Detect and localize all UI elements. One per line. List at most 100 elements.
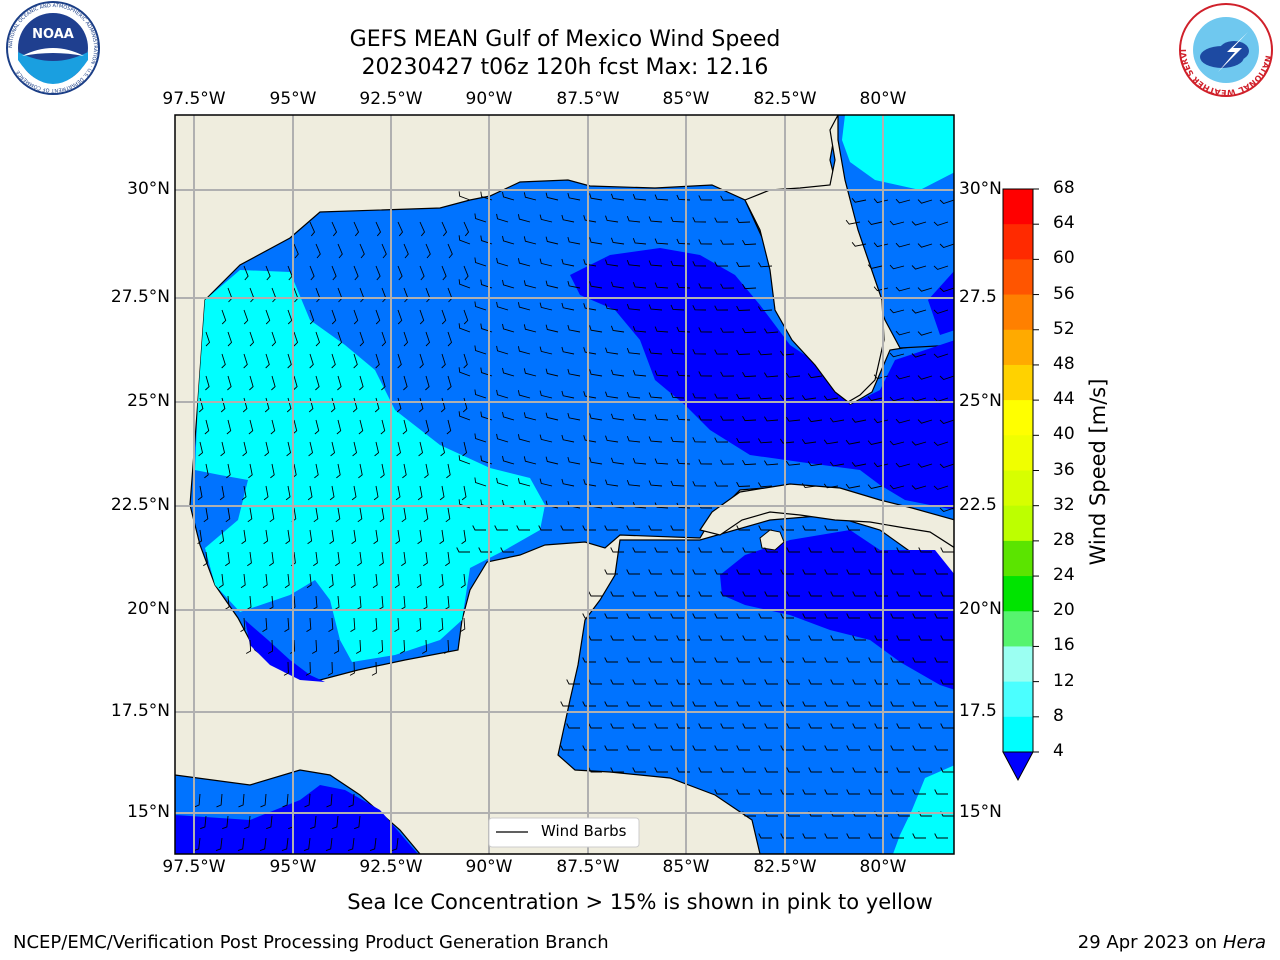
wind-barb <box>692 569 706 575</box>
wind-barb <box>588 723 602 729</box>
wind-barb <box>830 723 844 729</box>
wind-barb <box>632 635 646 641</box>
chart-title: GEFS MEAN Gulf of Mexico Wind Speed <box>349 27 781 52</box>
nws-logo: NATIONAL WEATHER SERVICE <box>1169 0 1280 100</box>
noaa-logo: NOAA NATIONAL OCEANIC AND ATMOSPHERIC AD… <box>0 0 110 105</box>
wind-barb <box>283 661 289 676</box>
wind-barb <box>397 309 403 325</box>
wind-barb <box>889 308 905 314</box>
wind-barb <box>447 375 452 391</box>
colorbar-tick-label: 32 <box>1053 494 1075 515</box>
wind-barb <box>193 837 201 852</box>
wind-barb <box>714 789 728 795</box>
wind-barb <box>539 302 553 311</box>
wind-barb <box>786 591 800 597</box>
wind-barb <box>846 657 860 663</box>
wind-barb <box>583 391 597 399</box>
wind-barb <box>517 434 531 443</box>
wind-barb <box>742 459 757 466</box>
wind-barb <box>736 745 750 751</box>
wind-barb <box>205 331 211 347</box>
wind-barb <box>830 767 844 773</box>
wind-barb <box>502 367 515 377</box>
wind-barb <box>241 485 247 501</box>
colorbar-tick-label: 68 <box>1053 178 1075 198</box>
wind-barb <box>444 595 450 610</box>
wind-barb <box>422 595 428 610</box>
wind-barb <box>441 265 447 281</box>
lat-right-tick-label: 22.5 <box>959 495 997 515</box>
wind-barb <box>399 639 406 654</box>
wind-barb <box>845 483 861 489</box>
lon-top-tick-label: 95°W <box>269 89 317 109</box>
colorbar-tick-label: 4 <box>1053 741 1064 761</box>
wind-barb <box>626 569 640 575</box>
wind-barb <box>446 463 451 479</box>
wind-barb <box>917 375 933 380</box>
wind-barb <box>654 238 669 245</box>
wind-barb <box>417 529 423 545</box>
wind-barb <box>308 441 314 457</box>
wind-barb <box>868 701 882 707</box>
wind-barb <box>742 371 757 378</box>
wind-barb <box>310 815 317 830</box>
wind-barb <box>332 815 339 830</box>
lon-bottom-tick-label: 87.5°W <box>556 857 620 877</box>
wind-barb <box>867 264 883 270</box>
wind-barb <box>736 569 750 575</box>
wind-barb <box>698 503 713 509</box>
wind-barb <box>912 833 926 839</box>
wind-barb <box>648 260 663 267</box>
wind-barb <box>375 309 381 325</box>
wind-barb <box>456 547 470 553</box>
wind-barb <box>496 389 509 399</box>
wind-barb <box>269 551 274 567</box>
sea-ice-note: Sea Ice Concentration > 15% is shown in … <box>347 890 933 914</box>
lon-bottom-tick-label: 85°W <box>662 857 710 877</box>
wind-barb <box>463 353 468 369</box>
wind-barb <box>439 529 445 545</box>
wind-barb <box>401 551 406 567</box>
wind-barb <box>401 507 407 523</box>
wind-barb <box>589 193 603 201</box>
wind-barb <box>589 325 603 333</box>
wind-barb <box>742 415 757 422</box>
lat-right-tick-label: 20°N <box>959 599 1002 619</box>
wind-barb <box>315 375 320 391</box>
wind-barb <box>494 525 508 531</box>
wind-barb <box>263 485 269 501</box>
wind-barb <box>314 463 319 479</box>
wind-barb <box>523 456 537 465</box>
wind-barb <box>610 369 625 377</box>
wind-barb <box>502 191 515 201</box>
wind-barb <box>589 457 603 465</box>
wind-barb <box>917 463 933 468</box>
wind-barb <box>243 353 248 369</box>
wind-barb <box>698 679 712 685</box>
wind-barb <box>605 479 619 487</box>
lat-left-tick-label: 30°N <box>127 179 170 199</box>
wind-barb <box>268 595 274 610</box>
wind-barb <box>940 767 954 773</box>
wind-barb <box>895 198 911 204</box>
wind-barb <box>419 309 425 325</box>
wind-barb <box>604 569 618 575</box>
wind-barb <box>933 265 949 270</box>
wind-barb <box>785 372 801 378</box>
wind-barb <box>758 350 773 356</box>
wind-barb <box>868 569 882 575</box>
wind-barb <box>654 458 669 465</box>
wind-barb <box>264 441 270 457</box>
wind-barb <box>874 547 888 553</box>
wind-barb <box>353 353 358 369</box>
wind-barb <box>918 591 932 597</box>
wind-barb <box>626 259 641 267</box>
wind-barb <box>610 591 624 597</box>
wind-barb <box>271 331 277 347</box>
wind-barb <box>939 375 954 381</box>
wind-barb <box>764 547 778 553</box>
wind-barb <box>582 745 596 751</box>
wind-barb <box>224 595 230 610</box>
wind-barb <box>307 529 313 545</box>
wind-barb <box>309 221 316 237</box>
